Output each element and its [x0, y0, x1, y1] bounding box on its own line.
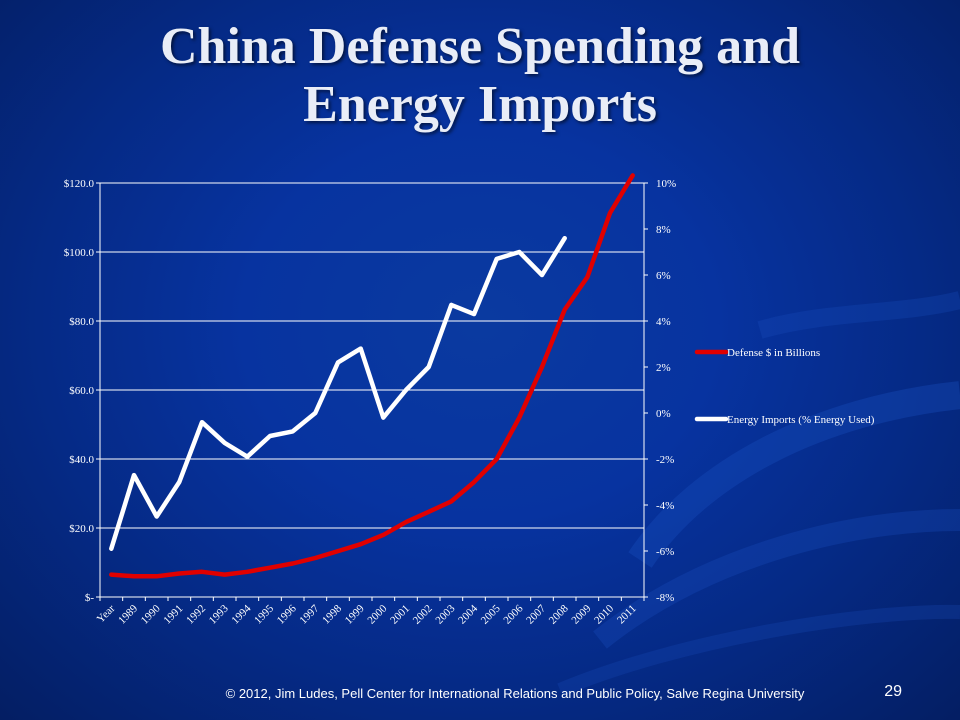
- x-tick-label: 2007: [524, 602, 548, 626]
- data-point-defense: [427, 510, 431, 514]
- y-right-tick-label: -8%: [656, 592, 674, 604]
- data-point-defense: [540, 365, 544, 369]
- data-point-defense: [381, 533, 385, 537]
- data-point-energy-imports: [563, 236, 567, 240]
- x-tick-label: 2010: [592, 602, 616, 626]
- data-point-energy-imports: [495, 257, 499, 261]
- y-left-tick-label: $20.0: [69, 523, 94, 535]
- data-point-energy-imports: [427, 365, 431, 369]
- data-point-defense: [223, 573, 227, 577]
- data-point-defense: [313, 556, 317, 560]
- x-tick-label: 2000: [365, 602, 389, 626]
- data-point-defense: [404, 520, 408, 524]
- data-point-defense: [517, 416, 521, 420]
- y-left-tick-label: $40.0: [69, 454, 94, 466]
- data-point-energy-imports: [472, 312, 476, 316]
- data-point-energy-imports: [291, 429, 295, 433]
- y-left-tick-label: $-: [85, 592, 95, 604]
- x-tick-label: 1999: [343, 602, 367, 626]
- legend-label: Energy Imports (% Energy Used): [727, 414, 875, 426]
- data-point-energy-imports: [155, 515, 159, 519]
- y-right-tick-label: -4%: [656, 500, 674, 512]
- x-tick-label: 2003: [433, 602, 457, 626]
- data-point-energy-imports: [132, 473, 136, 477]
- data-point-energy-imports: [177, 480, 181, 484]
- data-point-defense: [268, 566, 272, 570]
- y-left-tick-label: $120.0: [64, 178, 95, 190]
- data-point-defense: [449, 499, 453, 503]
- data-point-defense: [472, 480, 476, 484]
- data-point-defense: [132, 574, 136, 578]
- x-tick-label: 1989: [116, 602, 140, 626]
- data-point-energy-imports: [517, 250, 521, 254]
- data-point-energy-imports: [449, 303, 453, 307]
- data-point-defense: [631, 173, 635, 177]
- x-tick-label: 2008: [547, 602, 571, 626]
- data-point-energy-imports: [109, 547, 113, 551]
- data-point-energy-imports: [245, 455, 249, 459]
- x-tick-label: 1990: [139, 602, 163, 626]
- data-point-defense: [585, 275, 589, 279]
- x-tick-label: 1997: [297, 602, 321, 626]
- x-tick-label: 1993: [207, 602, 231, 626]
- y-right-tick-label: 6%: [656, 270, 671, 282]
- legend-label: Defense $ in Billions: [727, 347, 820, 359]
- data-point-energy-imports: [359, 347, 363, 351]
- data-point-defense: [200, 570, 204, 574]
- x-tick-label: 1996: [275, 602, 299, 626]
- data-point-defense: [608, 211, 612, 215]
- y-right-tick-label: 8%: [656, 224, 671, 236]
- x-tick-label: Year: [95, 602, 118, 625]
- data-point-energy-imports: [336, 360, 340, 364]
- y-right-tick-label: 10%: [656, 178, 676, 190]
- title-line-1: China Defense Spending and: [159, 18, 801, 75]
- x-tick-label: 2009: [569, 602, 593, 626]
- slide-number: 29: [884, 683, 902, 700]
- data-point-energy-imports: [200, 420, 204, 424]
- data-point-energy-imports: [381, 416, 385, 420]
- x-tick-label: 2001: [388, 603, 412, 627]
- series-line-energy-imports: [109, 235, 567, 551]
- x-tick-label: 2006: [501, 602, 525, 626]
- x-tick-label: 1995: [252, 602, 276, 626]
- series-line-defense: [109, 173, 635, 579]
- data-point-energy-imports: [223, 441, 227, 445]
- y-right-tick-label: 4%: [656, 316, 671, 328]
- x-tick-label: 1991: [161, 603, 185, 627]
- x-tick-label: 1998: [320, 602, 344, 626]
- data-point-defense: [291, 562, 295, 566]
- slide-title: China Defense Spending and Energy Import…: [0, 18, 960, 134]
- y-left-tick-label: $100.0: [64, 247, 95, 259]
- footer-copyright: © 2012, Jim Ludes, Pell Center for Inter…: [225, 686, 805, 701]
- y-right-tick-label: 0%: [656, 408, 671, 420]
- x-tick-label: 1994: [229, 602, 253, 626]
- y-right-tick-label: -6%: [656, 546, 674, 558]
- data-point-defense: [245, 570, 249, 574]
- data-point-defense: [155, 574, 159, 578]
- data-point-energy-imports: [404, 388, 408, 392]
- y-right-tick-label: 2%: [656, 362, 671, 374]
- data-point-defense: [563, 308, 567, 312]
- data-point-defense: [109, 573, 113, 577]
- data-point-defense: [495, 457, 499, 461]
- x-tick-label: 2002: [411, 603, 435, 627]
- data-point-energy-imports: [313, 411, 317, 415]
- data-point-defense: [336, 549, 340, 553]
- data-point-defense: [359, 542, 363, 546]
- x-tick-label: 2011: [615, 603, 639, 627]
- y-left-tick-label: $80.0: [69, 316, 94, 328]
- data-point-energy-imports: [268, 434, 272, 438]
- x-tick-label: 2005: [479, 602, 503, 626]
- title-line-2: Energy Imports: [303, 76, 657, 133]
- data-point-defense: [177, 572, 181, 576]
- data-point-energy-imports: [540, 273, 544, 277]
- x-tick-label: 1992: [184, 603, 208, 627]
- y-right-tick-label: -2%: [656, 454, 674, 466]
- x-tick-label: 2004: [456, 602, 480, 626]
- y-left-tick-label: $60.0: [69, 385, 94, 397]
